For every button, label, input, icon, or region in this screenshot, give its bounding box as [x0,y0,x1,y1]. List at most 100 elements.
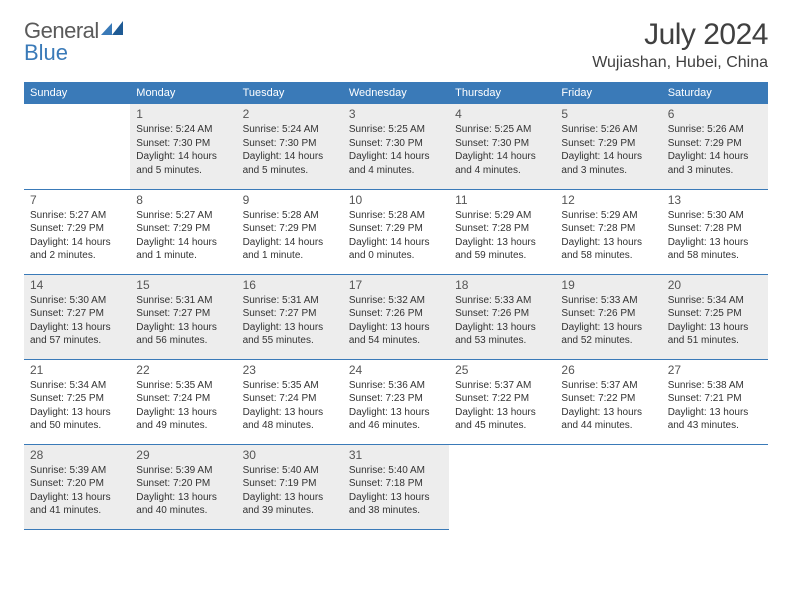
day-info: Sunrise: 5:24 AMSunset: 7:30 PMDaylight:… [243,123,337,177]
weekday-thursday: Thursday [449,82,555,104]
day-cell: 24 Sunrise: 5:36 AMSunset: 7:23 PMDayligh… [343,359,449,444]
day-cell: 8 Sunrise: 5:27 AMSunset: 7:29 PMDaylight… [130,189,236,274]
day-number: 19 [561,278,655,292]
day-number: 3 [349,107,443,121]
day-info: Sunrise: 5:37 AMSunset: 7:22 PMDaylight:… [455,379,549,433]
day-cell: 12 Sunrise: 5:29 AMSunset: 7:28 PMDayligh… [555,189,661,274]
logo-text-2: Blue [24,40,68,66]
day-cell: 4 Sunrise: 5:25 AMSunset: 7:30 PMDaylight… [449,104,555,189]
day-info: Sunrise: 5:34 AMSunset: 7:25 PMDaylight:… [668,294,762,348]
day-number: 24 [349,363,443,377]
day-info: Sunrise: 5:31 AMSunset: 7:27 PMDaylight:… [136,294,230,348]
day-info: Sunrise: 5:27 AMSunset: 7:29 PMDaylight:… [30,209,124,263]
weekday-wednesday: Wednesday [343,82,449,104]
day-number: 12 [561,193,655,207]
day-info: Sunrise: 5:33 AMSunset: 7:26 PMDaylight:… [561,294,655,348]
day-number: 15 [136,278,230,292]
day-cell: 15 Sunrise: 5:31 AMSunset: 7:27 PMDayligh… [130,274,236,359]
day-number: 8 [136,193,230,207]
day-number: 11 [455,193,549,207]
day-info: Sunrise: 5:32 AMSunset: 7:26 PMDaylight:… [349,294,443,348]
empty-cell [555,444,661,529]
day-info: Sunrise: 5:33 AMSunset: 7:26 PMDaylight:… [455,294,549,348]
empty-cell [662,444,768,529]
day-number: 27 [668,363,762,377]
day-info: Sunrise: 5:26 AMSunset: 7:29 PMDaylight:… [561,123,655,177]
day-number: 2 [243,107,337,121]
day-cell: 17 Sunrise: 5:32 AMSunset: 7:26 PMDayligh… [343,274,449,359]
day-cell: 30 Sunrise: 5:40 AMSunset: 7:19 PMDayligh… [237,444,343,529]
weekday-monday: Monday [130,82,236,104]
empty-cell [449,444,555,529]
day-number: 25 [455,363,549,377]
day-number: 18 [455,278,549,292]
day-cell: 16 Sunrise: 5:31 AMSunset: 7:27 PMDayligh… [237,274,343,359]
day-number: 16 [243,278,337,292]
day-info: Sunrise: 5:34 AMSunset: 7:25 PMDaylight:… [30,379,124,433]
day-info: Sunrise: 5:36 AMSunset: 7:23 PMDaylight:… [349,379,443,433]
weekday-friday: Friday [555,82,661,104]
day-cell: 23Sunrise: 5:35 AMSunset: 7:24 PMDayligh… [237,359,343,444]
day-number: 21 [30,363,124,377]
day-cell: 27 Sunrise: 5:38 AMSunset: 7:21 PMDayligh… [662,359,768,444]
day-info: Sunrise: 5:27 AMSunset: 7:29 PMDaylight:… [136,209,230,263]
day-number: 26 [561,363,655,377]
day-info: Sunrise: 5:37 AMSunset: 7:22 PMDaylight:… [561,379,655,433]
day-cell: 7Sunrise: 5:27 AMSunset: 7:29 PMDaylight… [24,189,130,274]
day-info: Sunrise: 5:39 AMSunset: 7:20 PMDaylight:… [30,464,124,518]
day-number: 28 [30,448,124,462]
day-cell: 9Sunrise: 5:28 AMSunset: 7:29 PMDaylight… [237,189,343,274]
day-number: 22 [136,363,230,377]
day-info: Sunrise: 5:25 AMSunset: 7:30 PMDaylight:… [349,123,443,177]
weekday-saturday: Saturday [662,82,768,104]
day-cell: 2 Sunrise: 5:24 AMSunset: 7:30 PMDaylight… [237,104,343,189]
day-info: Sunrise: 5:28 AMSunset: 7:29 PMDaylight:… [243,209,337,263]
day-cell: 13 Sunrise: 5:30 AMSunset: 7:28 PMDayligh… [662,189,768,274]
day-number: 14 [30,278,124,292]
day-cell: 10Sunrise: 5:28 AMSunset: 7:29 PMDayligh… [343,189,449,274]
day-info: Sunrise: 5:26 AMSunset: 7:29 PMDaylight:… [668,123,762,177]
weekday-tuesday: Tuesday [237,82,343,104]
day-info: Sunrise: 5:38 AMSunset: 7:21 PMDaylight:… [668,379,762,433]
day-cell: 6 Sunrise: 5:26 AMSunset: 7:29 PMDaylight… [662,104,768,189]
day-cell: 22 Sunrise: 5:35 AMSunset: 7:24 PMDayligh… [130,359,236,444]
day-info: Sunrise: 5:30 AMSunset: 7:28 PMDaylight:… [668,209,762,263]
day-cell: 29Sunrise: 5:39 AMSunset: 7:20 PMDayligh… [130,444,236,529]
day-info: Sunrise: 5:39 AMSunset: 7:20 PMDaylight:… [136,464,230,518]
location: Wujiashan, Hubei, China [592,54,768,72]
day-cell: 11 Sunrise: 5:29 AMSunset: 7:28 PMDayligh… [449,189,555,274]
day-cell: 18 Sunrise: 5:33 AMSunset: 7:26 PMDayligh… [449,274,555,359]
day-number: 17 [349,278,443,292]
day-cell: 26 Sunrise: 5:37 AMSunset: 7:22 PMDayligh… [555,359,661,444]
month-title: July 2024 [592,18,768,52]
day-cell: 21 Sunrise: 5:34 AMSunset: 7:25 PMDayligh… [24,359,130,444]
day-number: 23 [243,363,337,377]
calendar-body: 1 Sunrise: 5:24 AMSunset: 7:30 PMDaylight… [24,104,768,529]
day-info: Sunrise: 5:25 AMSunset: 7:30 PMDaylight:… [455,123,549,177]
header: General July 2024 Wujiashan, Hubei, Chin… [24,18,768,72]
day-number: 20 [668,278,762,292]
day-number: 1 [136,107,230,121]
day-info: Sunrise: 5:30 AMSunset: 7:27 PMDaylight:… [30,294,124,348]
day-cell: 3 Sunrise: 5:25 AMSunset: 7:30 PMDaylight… [343,104,449,189]
day-info: Sunrise: 5:35 AMSunset: 7:24 PMDaylight:… [136,379,230,433]
day-info: Sunrise: 5:31 AMSunset: 7:27 PMDaylight:… [243,294,337,348]
day-number: 30 [243,448,337,462]
day-number: 6 [668,107,762,121]
weekday-sunday: Sunday [24,82,130,104]
day-number: 13 [668,193,762,207]
day-info: Sunrise: 5:29 AMSunset: 7:28 PMDaylight:… [455,209,549,263]
day-info: Sunrise: 5:28 AMSunset: 7:29 PMDaylight:… [349,209,443,263]
day-number: 4 [455,107,549,121]
empty-cell [24,104,130,189]
logo-mark-icon [101,21,123,35]
day-info: Sunrise: 5:29 AMSunset: 7:28 PMDaylight:… [561,209,655,263]
day-cell: 5Sunrise: 5:26 AMSunset: 7:29 PMDaylight… [555,104,661,189]
day-info: Sunrise: 5:40 AMSunset: 7:19 PMDaylight:… [243,464,337,518]
day-cell: 19 Sunrise: 5:33 AMSunset: 7:26 PMDayligh… [555,274,661,359]
day-number: 31 [349,448,443,462]
day-info: Sunrise: 5:24 AMSunset: 7:30 PMDaylight:… [136,123,230,177]
day-cell: 20 Sunrise: 5:34 AMSunset: 7:25 PMDayligh… [662,274,768,359]
day-cell: 25 Sunrise: 5:37 AMSunset: 7:22 PMDayligh… [449,359,555,444]
day-cell: 28 Sunrise: 5:39 AMSunset: 7:20 PMDayligh… [24,444,130,529]
